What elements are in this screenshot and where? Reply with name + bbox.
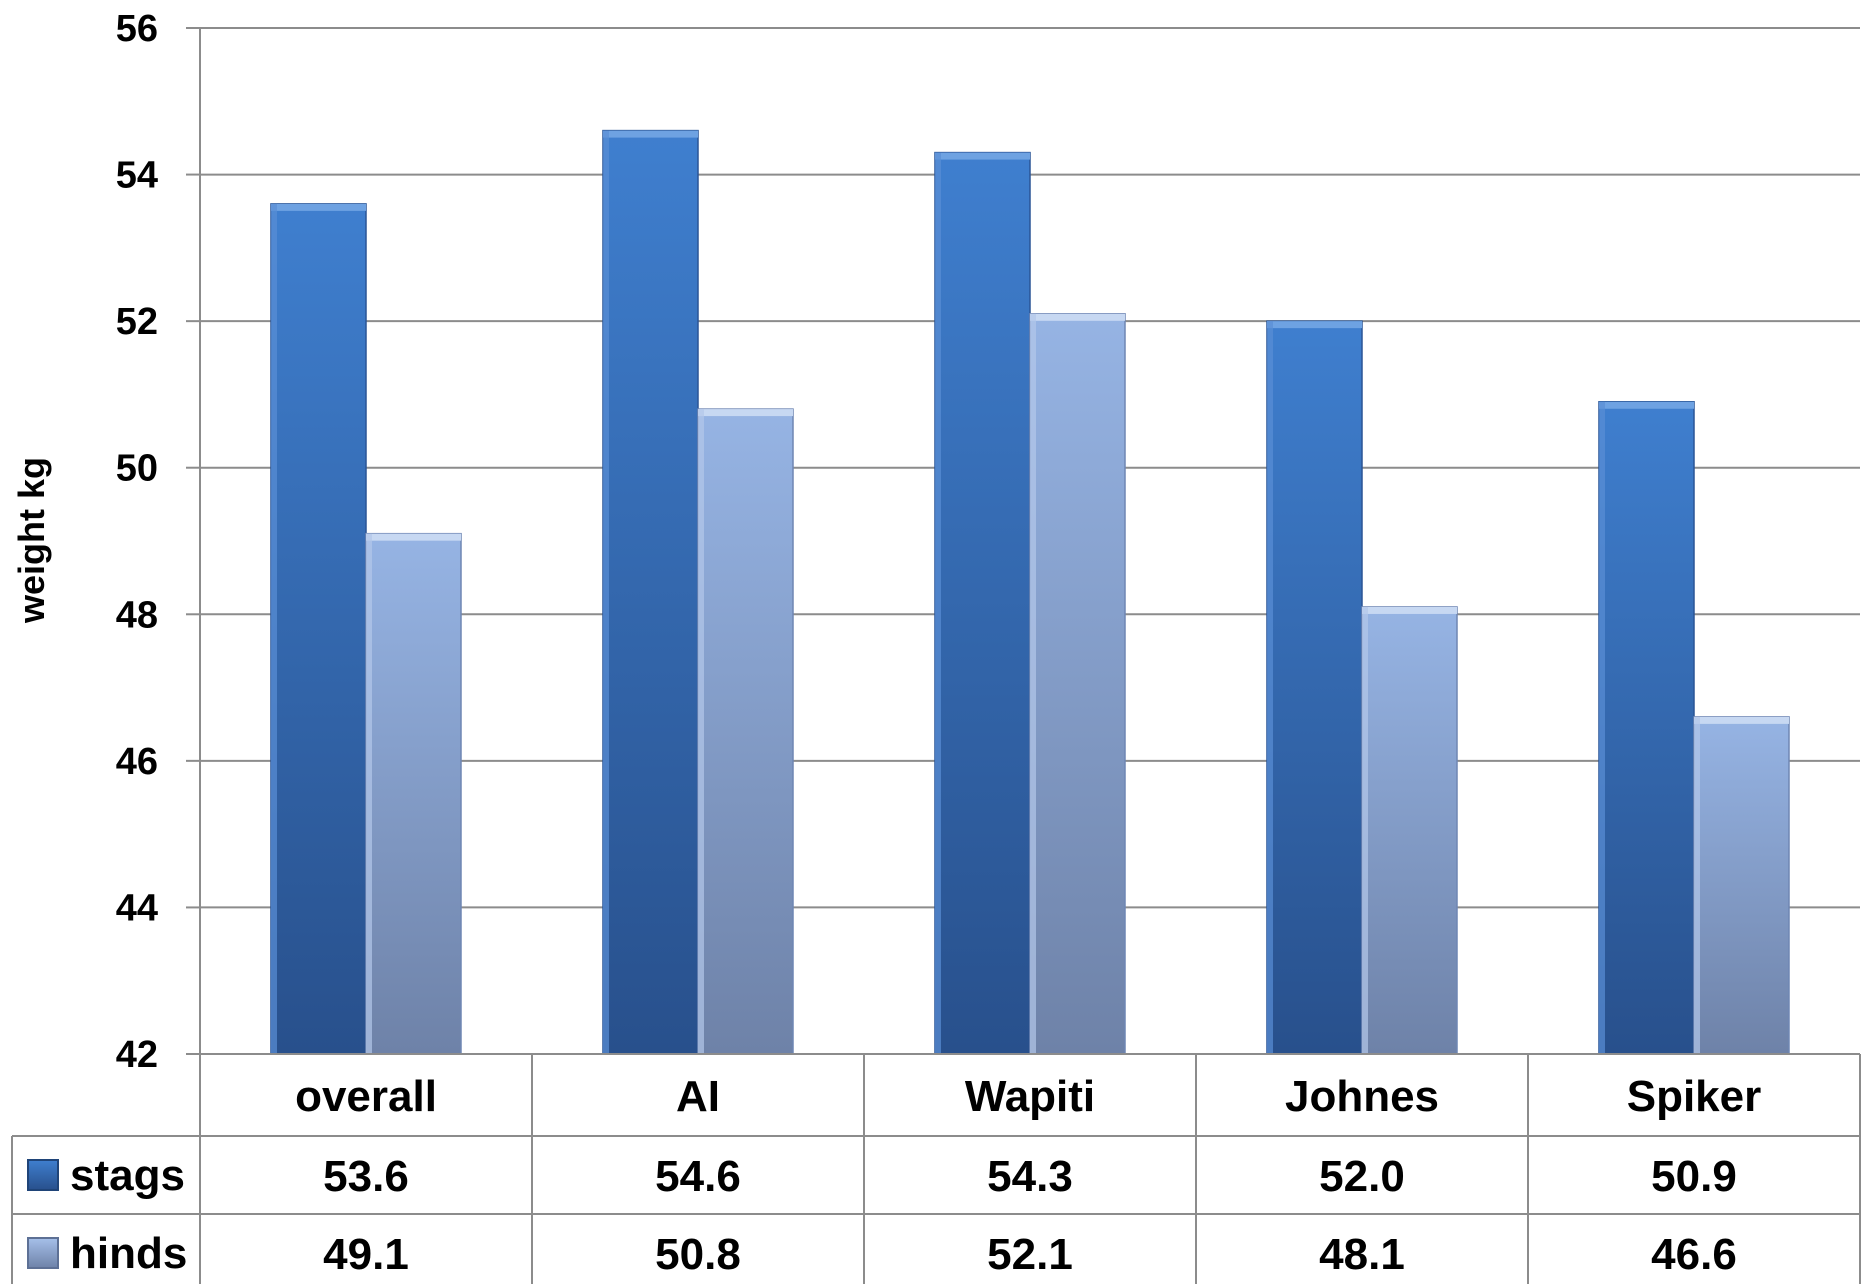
y-tick-label: 50 (116, 448, 158, 490)
bar-body (1693, 716, 1790, 1055)
bar-top-highlight (1599, 401, 1694, 409)
data-table-value: 50.8 (655, 1230, 741, 1279)
bar-hinds-Johnes (1361, 606, 1458, 1055)
bar-hinds-overall (365, 532, 462, 1055)
data-table-value: 48.1 (1319, 1230, 1405, 1279)
bar-hinds-AI (697, 408, 794, 1055)
bar-edge-highlight (271, 203, 277, 1054)
axes (186, 27, 201, 1284)
bar-body (934, 151, 1031, 1055)
category-label: AI (676, 1072, 720, 1121)
category-label: overall (295, 1072, 437, 1121)
bar-stags-AI (602, 129, 699, 1055)
data-table-value: 46.6 (1651, 1230, 1737, 1279)
bar-edge-highlight (603, 130, 609, 1055)
bar-edge-highlight (698, 409, 704, 1055)
y-tick-label: 54 (116, 155, 158, 197)
y-axis-label: weight kg (11, 457, 52, 624)
bar-hinds-Spiker (1693, 716, 1790, 1055)
bar-top-highlight (1694, 716, 1789, 724)
bar-top-highlight (935, 152, 1030, 160)
bar-stags-overall (270, 203, 367, 1055)
series-label-hinds: hinds (70, 1229, 187, 1278)
series-label-stags: stags (70, 1151, 185, 1200)
bar-body (1029, 313, 1126, 1055)
category-label: Johnes (1285, 1072, 1439, 1121)
bar-top-highlight (271, 203, 366, 211)
y-tick-label: 52 (116, 301, 158, 343)
data-table-value: 54.6 (655, 1152, 741, 1201)
data-table-value: 53.6 (323, 1152, 409, 1201)
bar-body (602, 129, 699, 1055)
bar-edge-highlight (366, 533, 372, 1054)
bar-edge-highlight (1694, 716, 1700, 1054)
bar-body (270, 203, 367, 1055)
bar-body (1361, 606, 1458, 1055)
y-axis-ticks: 42 44 46 48 50 52 54 56 (116, 8, 158, 1076)
data-table-value: 50.9 (1651, 1152, 1737, 1201)
legend-key-stags (27, 1159, 59, 1191)
data-table-value: 49.1 (323, 1230, 409, 1279)
bar-top-highlight (603, 130, 698, 138)
bar-top-highlight (1030, 313, 1125, 321)
bar-hinds-Wapiti (1029, 313, 1126, 1055)
y-tick-label: 56 (116, 8, 158, 50)
bar-edge-highlight (1599, 401, 1605, 1054)
data-table-value: 52.1 (987, 1230, 1073, 1279)
bar-top-highlight (698, 409, 793, 417)
y-tick-label: 42 (116, 1034, 158, 1076)
data-table: overall AI Wapiti Johnes Spiker stags 53.6 54.6… (11, 1053, 1861, 1284)
bar-edge-highlight (1362, 606, 1368, 1054)
bar-stags-Wapiti (934, 151, 1031, 1055)
data-table-value: 52.0 (1319, 1152, 1405, 1201)
bar-top-highlight (1362, 606, 1457, 614)
data-table-value: 54.3 (987, 1152, 1073, 1201)
y-tick-label: 44 (116, 887, 158, 929)
bar-body (1598, 401, 1695, 1055)
y-tick-label: 46 (116, 741, 158, 783)
bar-edge-highlight (1267, 321, 1273, 1055)
bar-top-highlight (1267, 321, 1362, 329)
category-label: Spiker (1627, 1072, 1762, 1121)
bars (270, 129, 1790, 1055)
bar-body (1266, 320, 1363, 1055)
y-tick-label: 48 (116, 594, 158, 636)
bar-stags-Johnes (1266, 320, 1363, 1055)
bar-edge-highlight (1030, 313, 1036, 1054)
bar-top-highlight (366, 533, 461, 541)
legend-key-hinds (27, 1237, 59, 1269)
bar-body (365, 532, 462, 1055)
bar-stags-Spiker (1598, 401, 1695, 1055)
bar-body (697, 408, 794, 1055)
category-label: Wapiti (965, 1072, 1095, 1121)
bar-edge-highlight (935, 152, 941, 1055)
